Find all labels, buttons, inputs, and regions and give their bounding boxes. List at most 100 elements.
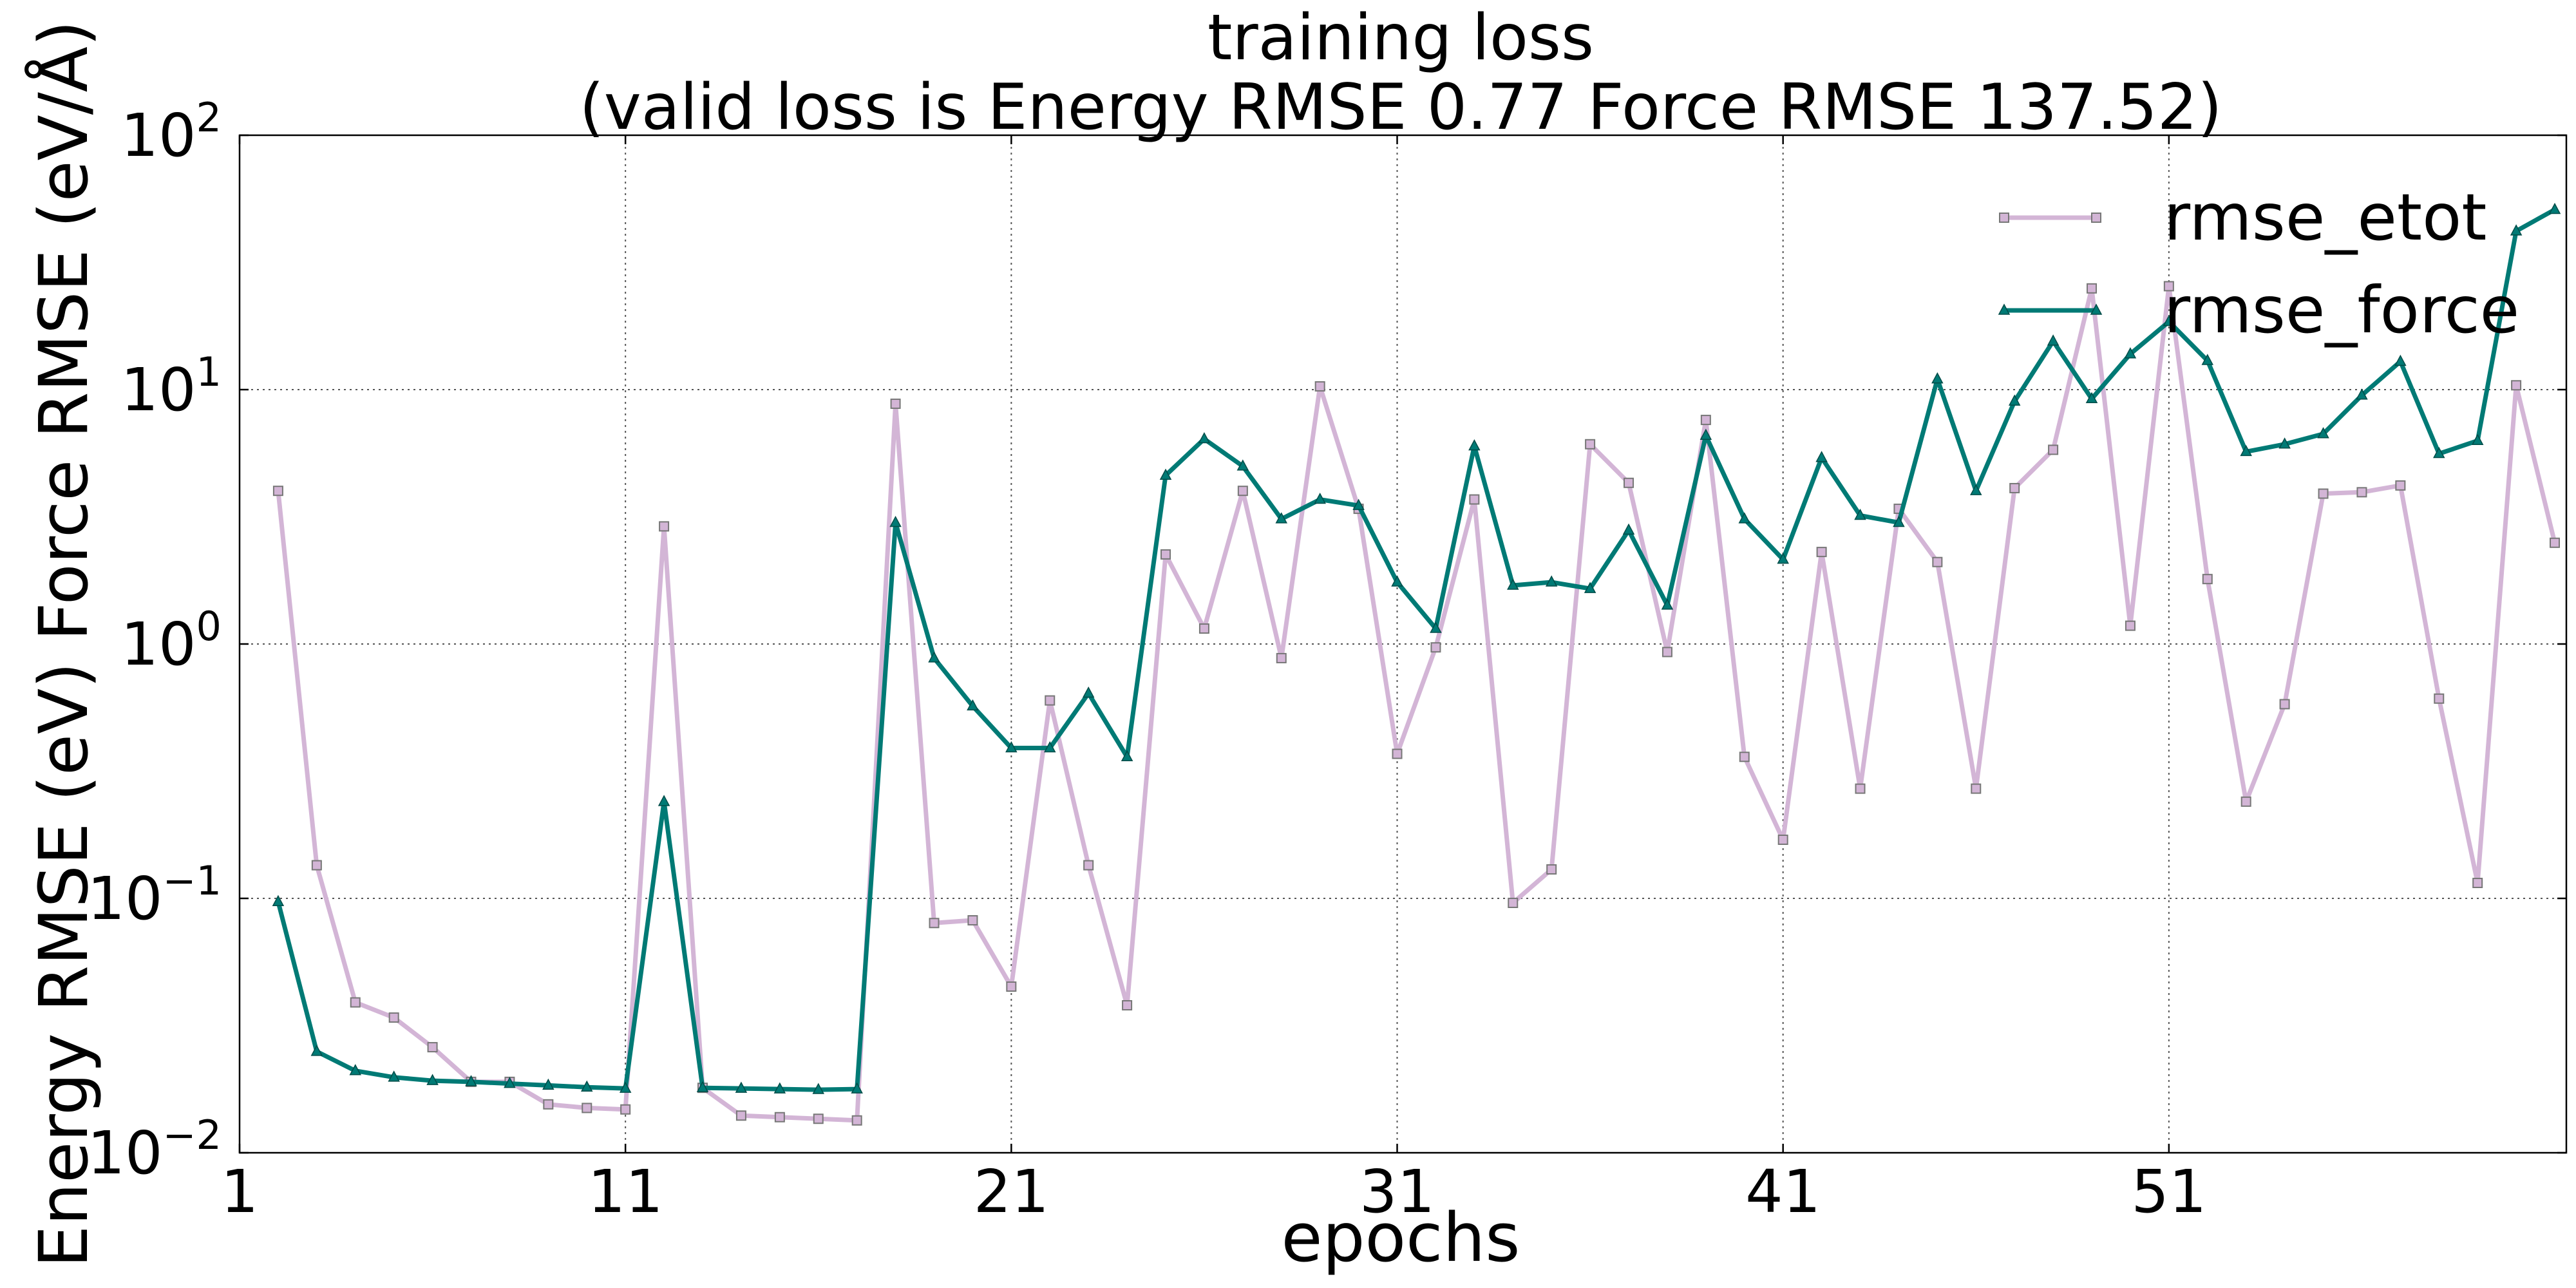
data-point — [2201, 354, 2214, 365]
data-point — [1276, 652, 1287, 663]
data-point — [1122, 999, 1133, 1010]
data-point — [349, 1064, 362, 1075]
data-point — [2472, 878, 2483, 889]
data-point — [581, 1080, 593, 1092]
x-tick-label: 31 — [1359, 1157, 1435, 1226]
x-tick-label: 21 — [974, 1157, 1049, 1226]
data-point — [2163, 314, 2175, 327]
y-tick-label: 100 — [120, 603, 222, 679]
data-point — [2318, 488, 2329, 499]
data-point — [2471, 433, 2484, 446]
data-point — [735, 1081, 748, 1093]
data-point — [774, 1112, 785, 1122]
data-point — [504, 1077, 516, 1088]
data-point — [735, 1110, 746, 1121]
data-point — [2048, 444, 2059, 455]
data-point — [2278, 437, 2291, 449]
data-point — [1624, 477, 1634, 488]
data-point — [1045, 695, 1056, 706]
data-point — [388, 1012, 399, 1023]
data-point — [928, 651, 940, 663]
data-point — [773, 1082, 786, 1094]
data-point — [2511, 380, 2522, 391]
data-point — [542, 1078, 554, 1090]
data-point — [2434, 693, 2445, 704]
x-axis-label: epochs — [1282, 1198, 1520, 1277]
data-point — [2087, 283, 2098, 294]
data-point — [1661, 598, 1674, 610]
data-point — [1545, 575, 1558, 587]
data-point — [543, 1099, 554, 1110]
data-point — [813, 1113, 824, 1124]
x-tick-label: 51 — [2131, 1157, 2206, 1226]
data-point — [1584, 582, 1596, 593]
data-point — [1700, 415, 1711, 426]
data-point — [2395, 480, 2406, 491]
data-point — [1005, 741, 1018, 753]
data-point — [350, 997, 361, 1008]
data-point — [1932, 556, 1943, 567]
data-point — [465, 1075, 477, 1086]
data-point — [1738, 512, 1751, 524]
data-point — [1198, 623, 1209, 634]
y-axis-label: Energy RMSE (eV) Force RMSE (eV/Å) — [24, 21, 103, 1268]
legend-marker — [1999, 213, 2009, 223]
data-point — [2548, 202, 2561, 214]
data-point — [1314, 381, 1325, 392]
y-tick-label: 10−2 — [88, 1112, 222, 1188]
data-point — [929, 918, 940, 929]
data-point — [2085, 392, 2098, 404]
y-tick-label: 10−1 — [88, 857, 222, 933]
data-point — [967, 699, 979, 711]
series-rmse-force — [272, 202, 2561, 1094]
legend-label: rmse_force — [2164, 272, 2519, 348]
data-point — [1931, 372, 1944, 384]
legend-marker — [2091, 213, 2101, 223]
data-point — [272, 486, 283, 497]
data-point — [2394, 354, 2407, 366]
data-point — [1585, 439, 1596, 450]
data-point — [1662, 647, 1672, 658]
data-point — [659, 521, 670, 532]
data-point — [1971, 783, 1982, 794]
x-tick-label: 11 — [588, 1157, 663, 1226]
legend-marker — [1998, 303, 2011, 315]
data-point — [890, 398, 901, 409]
data-point — [1855, 783, 1866, 794]
data-point — [2009, 482, 2020, 493]
data-point — [1237, 486, 1248, 497]
data-point — [696, 1081, 709, 1092]
data-point — [1854, 508, 1866, 520]
data-point — [967, 915, 978, 926]
data-point — [1352, 498, 1365, 510]
data-point — [1392, 748, 1403, 759]
chart-title: training loss — [1208, 1, 1594, 75]
data-point — [2125, 620, 2136, 631]
data-point — [1121, 750, 1133, 762]
data-point — [2240, 796, 2251, 807]
data-point — [1198, 431, 1211, 444]
data-point — [889, 515, 902, 527]
data-point — [1508, 898, 1519, 909]
data-point — [2047, 334, 2060, 346]
data-point — [1469, 494, 1480, 505]
data-point — [1083, 860, 1094, 871]
data-point — [658, 795, 670, 806]
data-point — [812, 1083, 825, 1094]
data-point — [2433, 446, 2445, 459]
data-point — [1777, 834, 1788, 845]
data-point — [1739, 752, 1750, 762]
data-point — [1815, 451, 1828, 462]
legend: rmse_etot rmse_force — [1998, 180, 2519, 348]
data-point — [2356, 487, 2367, 498]
data-point — [582, 1103, 592, 1113]
data-point — [851, 1082, 863, 1094]
series-line — [276, 283, 2557, 1123]
data-point — [2356, 388, 2368, 400]
data-point — [1700, 428, 1712, 440]
data-point — [1159, 468, 1172, 480]
data-point — [310, 1045, 323, 1056]
data-point — [1236, 459, 1249, 471]
data-point — [1468, 439, 1481, 451]
